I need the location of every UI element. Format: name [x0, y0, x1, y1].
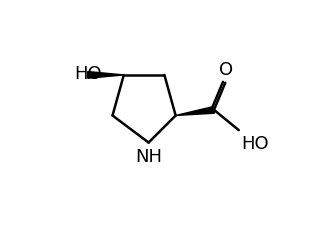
Text: HO: HO	[242, 135, 269, 153]
Text: O: O	[219, 61, 233, 79]
Polygon shape	[176, 106, 214, 116]
Polygon shape	[88, 72, 124, 78]
Text: HO: HO	[74, 65, 102, 83]
Text: NH: NH	[135, 148, 162, 166]
